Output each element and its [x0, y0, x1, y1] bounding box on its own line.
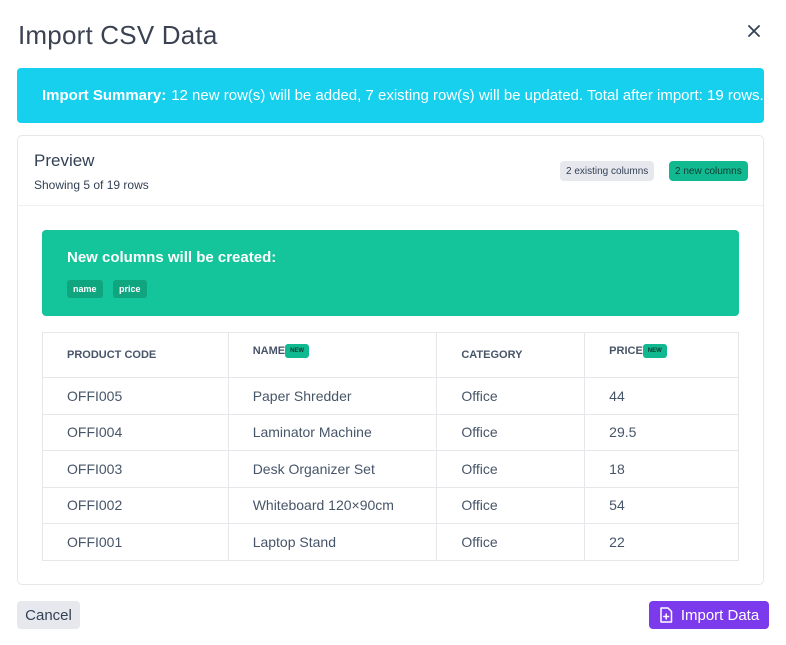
cell-product-code: OFFI003 — [42, 450, 229, 488]
close-icon[interactable] — [744, 21, 764, 41]
cell-price: 29.5 — [584, 413, 739, 451]
table-row: OFFI002 Whiteboard 120×90cm Office 54 — [42, 486, 739, 524]
import-data-label: Import Data — [680, 606, 760, 624]
preview-panel: Preview Showing 5 of 19 rows 2 existing … — [17, 135, 764, 585]
cell-name: Desk Organizer Set — [227, 450, 438, 488]
new-columns-title: New columns will be created: — [67, 249, 277, 266]
cell-category: Office — [436, 523, 586, 561]
dialog-title: Import CSV Data — [18, 20, 218, 50]
table-row: OFFI003 Desk Organizer Set Office 18 — [42, 450, 739, 488]
import-summary-banner: Import Summary: 12 new row(s) will be ad… — [17, 68, 764, 123]
cell-price: 44 — [584, 377, 739, 415]
preview-subtitle: Showing 5 of 19 rows — [34, 178, 149, 192]
preview-title: Preview — [34, 151, 95, 170]
cell-name: Laptop Stand — [227, 523, 438, 561]
cell-price: 22 — [584, 523, 739, 561]
new-columns-notice: New columns will be created: name price — [42, 230, 739, 316]
cell-product-code: OFFI004 — [42, 413, 229, 451]
cell-product-code: OFFI005 — [42, 377, 229, 415]
table-row: OFFI001 Laptop Stand Office 22 — [42, 523, 739, 561]
summary-text: 12 new row(s) will be added, 7 existing … — [171, 87, 764, 104]
import-data-button[interactable]: Import Data — [649, 601, 769, 629]
header-price: PRICE NEW — [584, 332, 739, 378]
cell-category: Office — [436, 377, 586, 415]
new-column-chip-name: name — [67, 280, 103, 298]
cell-product-code: OFFI001 — [42, 523, 229, 561]
cell-category: Office — [436, 486, 586, 524]
table-header-row: PRODUCT CODE NAME NEW CATEGORY PRICE NEW — [42, 332, 739, 378]
table-row: OFFI005 Paper Shredder Office 44 — [42, 377, 739, 415]
cell-price: 54 — [584, 486, 739, 524]
cell-name: Laminator Machine — [227, 413, 438, 451]
cell-category: Office — [436, 413, 586, 451]
summary-label: Import Summary: — [42, 87, 167, 104]
existing-columns-badge: 2 existing columns — [560, 161, 655, 181]
header-category: CATEGORY — [436, 332, 586, 378]
cell-category: Office — [436, 450, 586, 488]
cancel-button[interactable]: Cancel — [17, 601, 80, 629]
new-tag-badge: NEW — [642, 344, 667, 358]
new-tag-badge: NEW — [285, 344, 310, 358]
preview-table: PRODUCT CODE NAME NEW CATEGORY PRICE NEW O… — [42, 332, 739, 561]
header-name: NAME NEW — [227, 332, 438, 378]
preview-header: Preview Showing 5 of 19 rows 2 existing … — [18, 136, 763, 206]
cell-price: 18 — [584, 450, 739, 488]
new-columns-badge: 2 new columns — [669, 161, 748, 181]
cell-name: Paper Shredder — [227, 377, 438, 415]
file-import-icon — [659, 607, 673, 623]
cell-name: Whiteboard 120×90cm — [227, 486, 438, 524]
table-row: OFFI004 Laminator Machine Office 29.5 — [42, 413, 739, 451]
new-column-chip-price: price — [113, 280, 147, 298]
cell-product-code: OFFI002 — [42, 486, 229, 524]
header-product-code: PRODUCT CODE — [42, 332, 229, 378]
